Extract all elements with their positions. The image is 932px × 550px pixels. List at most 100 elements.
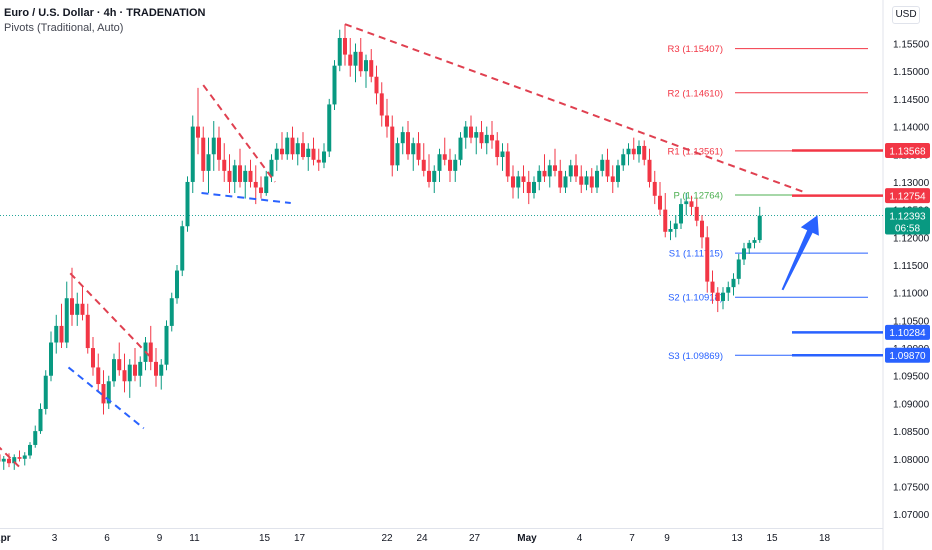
candle-body (689, 201, 694, 207)
candle-body (600, 159, 605, 171)
resistance-trendline[interactable] (202, 84, 276, 183)
candle (600, 154, 605, 177)
candle (180, 220, 185, 277)
candle-body (295, 143, 300, 155)
x-tick-label: 7 (629, 533, 635, 544)
candle (411, 137, 416, 171)
candle (243, 165, 248, 199)
candle-body (190, 126, 195, 182)
candle (658, 181, 662, 216)
candle (721, 287, 725, 310)
candle (652, 170, 657, 205)
pivot-levels: R3 (1.15407)R2 (1.14610)R1 (1.13561)P (1… (668, 44, 883, 362)
pivot-label-p: P (1.12764) (674, 191, 723, 202)
candle (112, 353, 116, 387)
candle (616, 159, 620, 188)
candle (747, 240, 752, 254)
price-axis[interactable]: 1.155001.150001.145001.140001.135001.130… (893, 40, 930, 522)
candle-body (505, 151, 510, 177)
candle (91, 336, 95, 376)
candle-body (106, 381, 111, 404)
candle-body (374, 76, 379, 94)
candle (1, 456, 6, 470)
candle-body (70, 298, 74, 315)
candle-body (148, 342, 153, 362)
candle (442, 137, 447, 166)
resistance-trendline[interactable] (69, 272, 154, 360)
candle-body (668, 229, 673, 232)
candle (348, 37, 353, 77)
candle (505, 143, 510, 182)
candle-body (43, 375, 48, 409)
candle-body (201, 137, 206, 171)
y-tick-label: 1.10500 (893, 316, 930, 327)
candle-body (589, 176, 594, 188)
candle-body (169, 298, 174, 326)
support-trendline[interactable] (201, 192, 291, 204)
candle-body (547, 165, 552, 177)
candle-body (421, 159, 426, 171)
resistance-trendline[interactable] (0, 445, 22, 470)
candle-body (91, 348, 95, 368)
candle-body (521, 176, 526, 182)
candle (700, 215, 704, 249)
candle (631, 137, 636, 160)
up-arrow-icon[interactable] (781, 215, 819, 291)
candle-body (101, 384, 106, 404)
support-trendline[interactable] (67, 366, 145, 430)
x-tick-label: 17 (294, 533, 306, 544)
candle-body (364, 60, 368, 72)
y-tick-label: 1.11500 (893, 261, 929, 272)
candle (332, 60, 337, 110)
time-axis[interactable]: Apr 3 6 9 11 15 17 22 24 27 May 4 7 9 13 15 18 (0, 533, 830, 544)
resistance-trendline[interactable] (344, 23, 804, 193)
x-tick-label: Apr (0, 533, 11, 544)
candle (595, 165, 599, 194)
candle (169, 292, 174, 332)
candle-body (379, 93, 384, 116)
x-tick-label: 3 (52, 533, 58, 544)
candle (295, 137, 300, 166)
candle-body (532, 181, 536, 194)
candle (159, 359, 164, 390)
last-price-label: 1.12393 (889, 212, 926, 223)
candle (49, 331, 53, 382)
candle-body (64, 298, 69, 343)
candle (190, 115, 195, 194)
x-tick-label: 18 (819, 533, 831, 544)
candle-body (416, 143, 421, 160)
candle-body (406, 132, 410, 155)
candle-body (757, 215, 762, 241)
candle (70, 267, 74, 326)
currency-button[interactable]: USD (892, 6, 920, 24)
candle-body (348, 54, 353, 66)
candle-body (752, 240, 757, 243)
candle (38, 403, 43, 434)
candle-body (217, 137, 221, 160)
candle (164, 320, 169, 371)
candle-body (185, 181, 190, 227)
candle-body (579, 176, 584, 185)
candle-body (196, 126, 200, 138)
candle-body (274, 148, 279, 160)
candle-body (469, 126, 473, 138)
trendlines[interactable] (0, 23, 804, 470)
candle-body (621, 154, 626, 166)
y-tick-label: 1.13000 (893, 178, 930, 189)
candle (395, 137, 400, 171)
candle (731, 273, 736, 296)
candle (133, 348, 137, 382)
candle (101, 370, 106, 415)
candle (117, 342, 122, 376)
projection-arrow[interactable] (781, 215, 819, 291)
indicator-legend[interactable]: Pivots (Traditional, Auto) (4, 22, 124, 34)
candle-body (700, 220, 704, 238)
candle-body (117, 359, 122, 371)
candle-body (684, 201, 689, 205)
x-tick-label: 27 (469, 533, 481, 544)
candle (679, 198, 683, 230)
candle-body (747, 242, 752, 249)
candle-body (248, 170, 253, 182)
x-tick-label: May (517, 533, 537, 544)
